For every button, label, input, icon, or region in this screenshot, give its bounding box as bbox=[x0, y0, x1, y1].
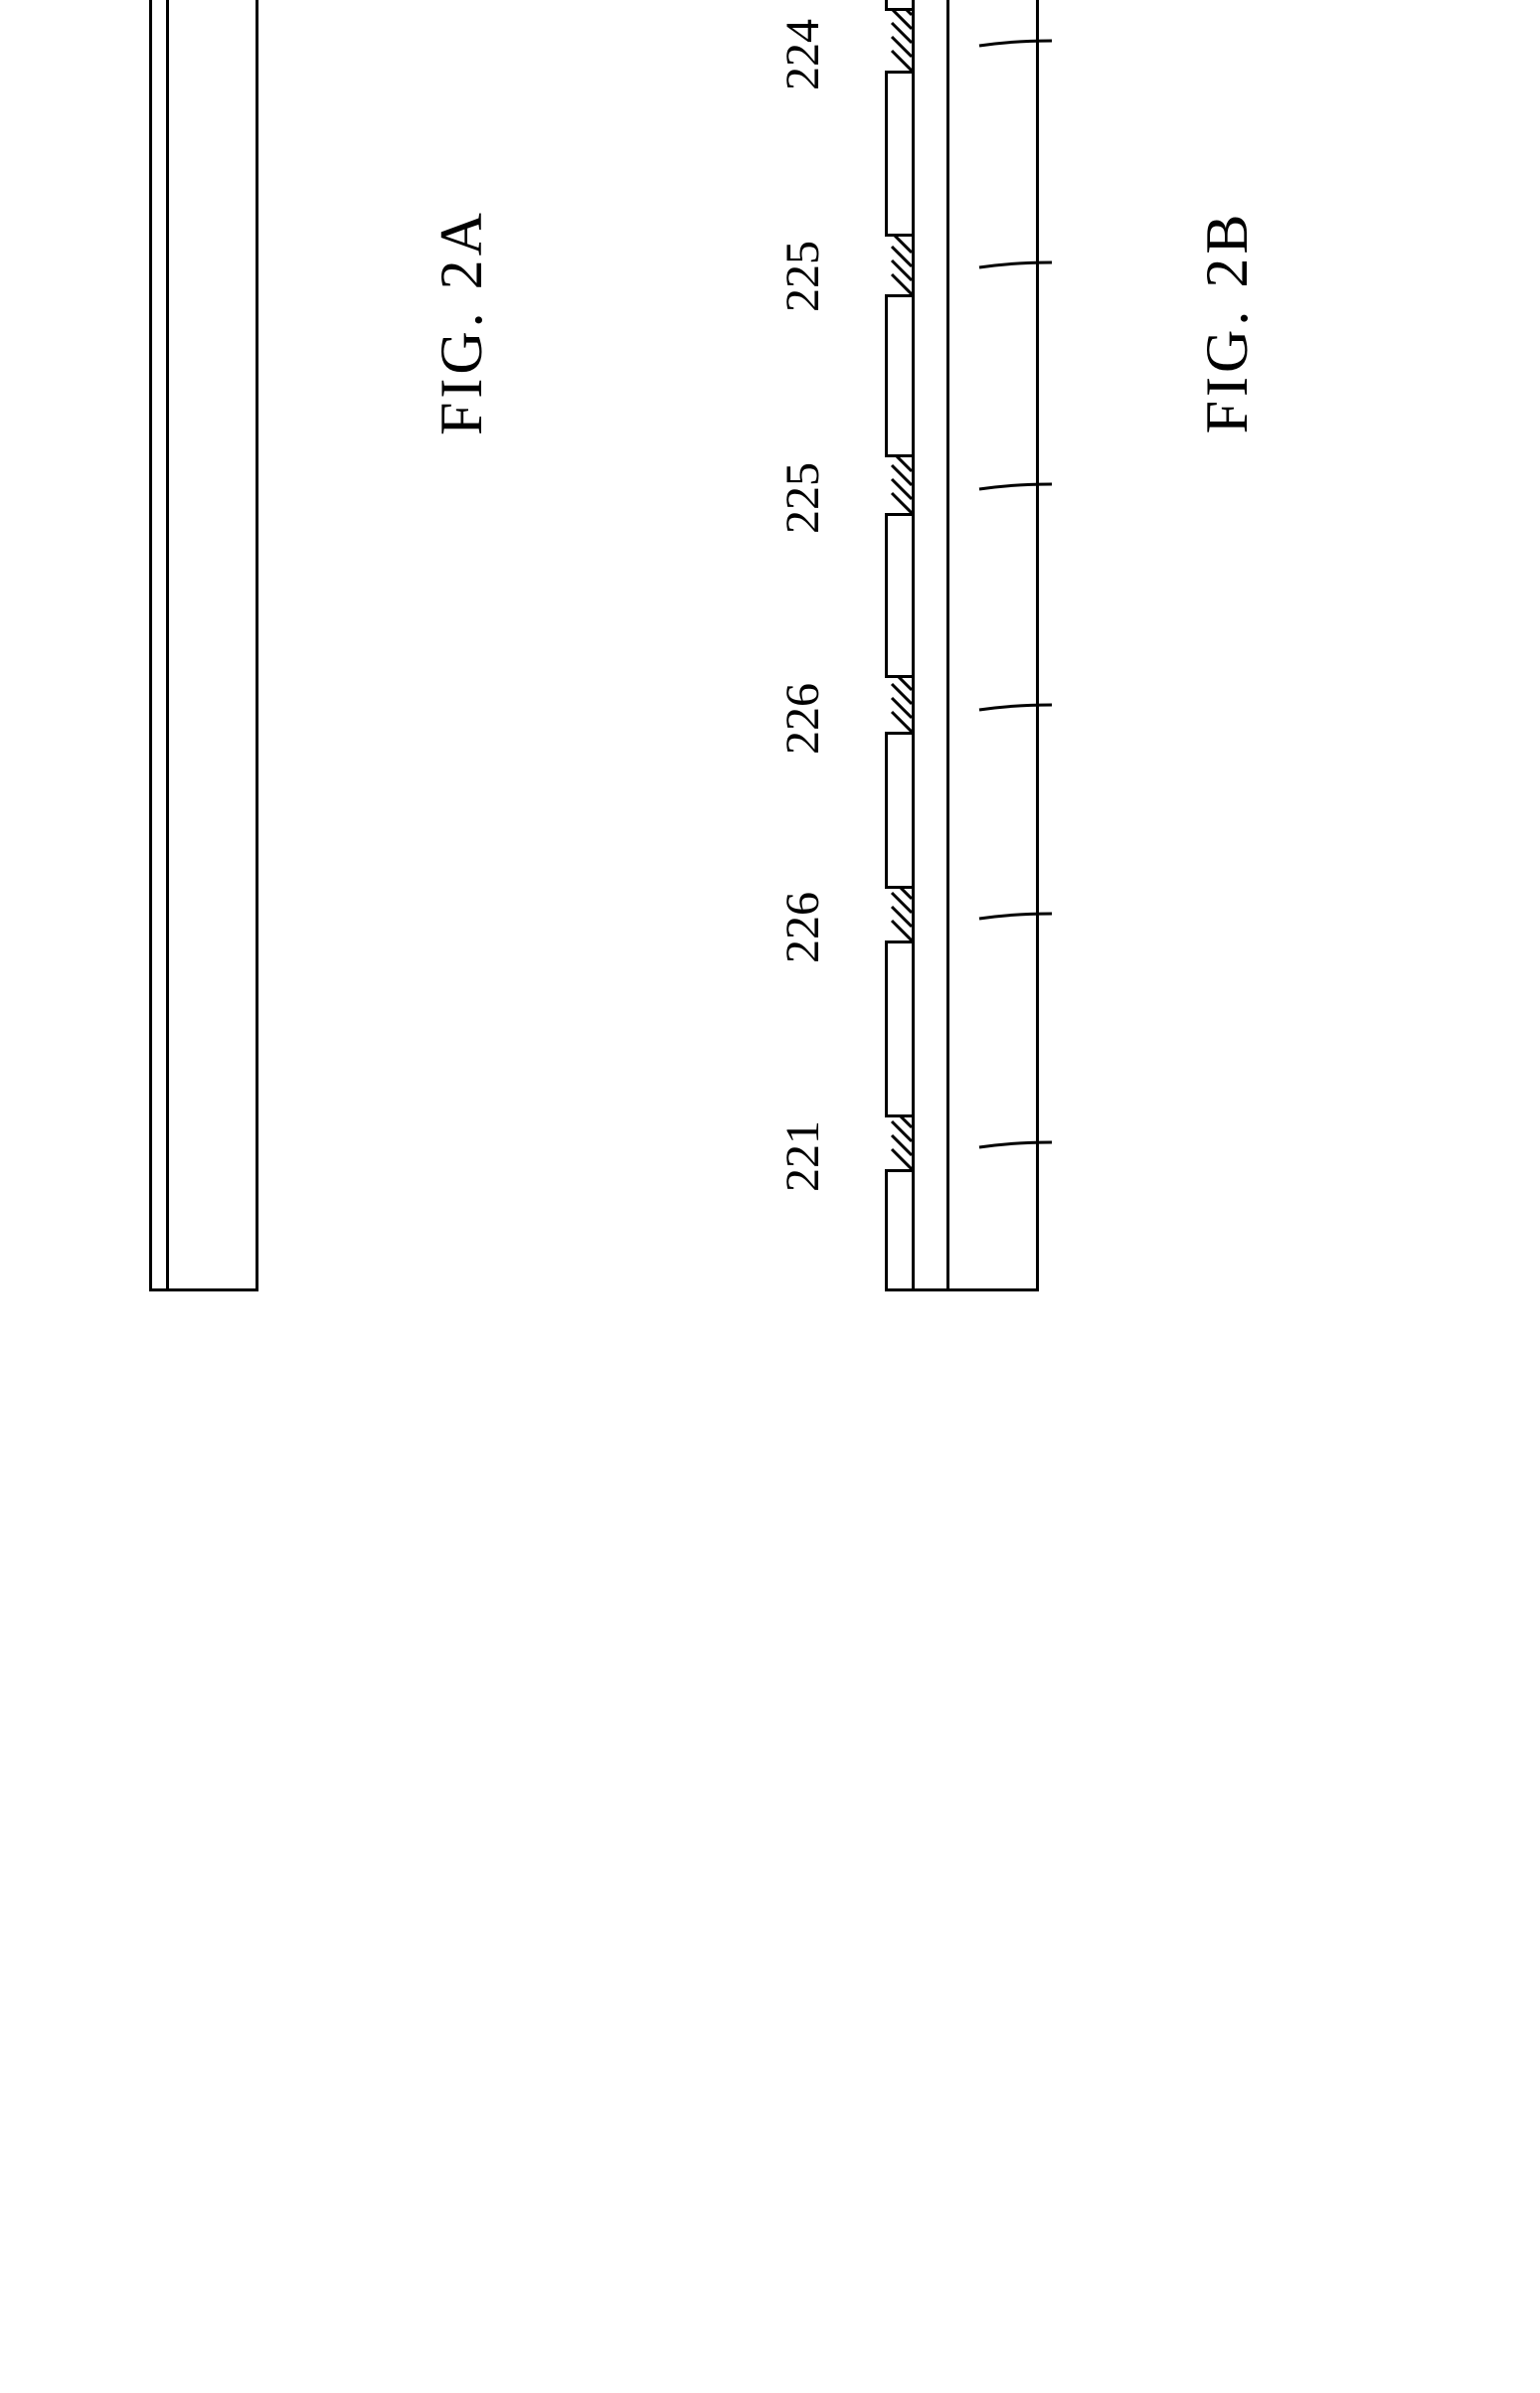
fig-2a-leaders bbox=[258, 0, 696, 1291]
fig-2a-layer-21 bbox=[149, 0, 169, 1291]
page-rotated: 21 20 FIG. 2A 221 226 226 225 225 224 22… bbox=[0, 0, 1540, 1540]
fig-2a-layers bbox=[149, 0, 258, 1291]
fig-2a-layer-20 bbox=[169, 0, 258, 1291]
notch-label-4: 225 bbox=[775, 241, 830, 312]
notch-2 bbox=[885, 675, 915, 735]
fig-2b-layer-21 bbox=[915, 0, 949, 1291]
notch-3 bbox=[885, 454, 915, 516]
notch-label-3: 225 bbox=[775, 462, 830, 534]
fig-2a-caption: FIG. 2A bbox=[428, 209, 496, 435]
notch-0 bbox=[885, 1114, 915, 1172]
fig-2b-caption: FIG. 2B bbox=[1193, 211, 1262, 434]
notch-1 bbox=[885, 886, 915, 943]
fig-2b-layer-20 bbox=[949, 0, 1039, 1291]
figure-2b: 221 226 226 225 225 224 224 221 bbox=[795, 0, 1332, 1291]
notch-label-5: 224 bbox=[775, 19, 830, 90]
notch-4 bbox=[885, 234, 915, 297]
notch-5 bbox=[885, 8, 915, 74]
notch-label-0: 221 bbox=[775, 1120, 830, 1192]
fig-2b-layer-23 bbox=[885, 0, 915, 1291]
notch-label-1: 226 bbox=[775, 892, 830, 963]
fig-2b-layers bbox=[885, 0, 1039, 1291]
figure-2a: 21 20 FIG. 2A bbox=[149, 0, 587, 1291]
notch-label-2: 226 bbox=[775, 683, 830, 755]
